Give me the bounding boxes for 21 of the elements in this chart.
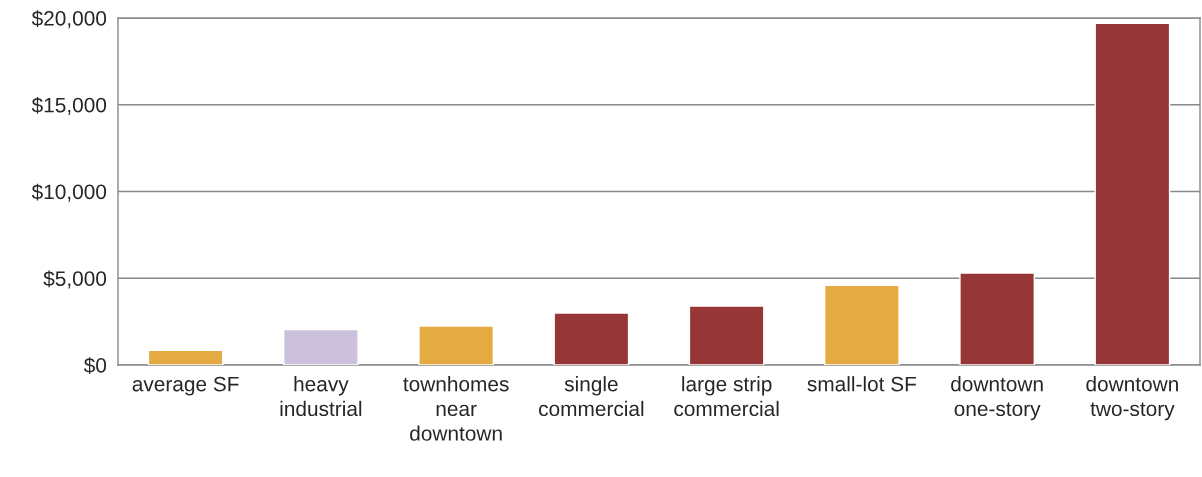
bar bbox=[1094, 22, 1171, 365]
x-tick-label: large strip commercial bbox=[674, 376, 779, 417]
bar bbox=[823, 284, 900, 365]
x-tick-label: single commercial bbox=[539, 376, 644, 417]
bar bbox=[282, 328, 359, 365]
y-tick-label: $15,000 bbox=[31, 96, 107, 115]
x-tick-label: townhomes near downtown bbox=[403, 376, 509, 441]
x-tick-label: small-lot SF bbox=[807, 376, 917, 392]
bar bbox=[959, 272, 1036, 365]
y-tick-label: $0 bbox=[83, 357, 107, 374]
x-tick-label: heavy industrial bbox=[280, 376, 362, 417]
bar bbox=[553, 312, 630, 365]
bar bbox=[688, 305, 765, 365]
bar bbox=[418, 325, 495, 365]
x-tick-label: downtown two-story bbox=[1086, 376, 1178, 421]
y-tick-label: $20,000 bbox=[31, 10, 107, 29]
y-tick-label: $10,000 bbox=[31, 183, 107, 202]
y-tick-label: $5,000 bbox=[43, 270, 107, 289]
x-tick-label: average SF bbox=[132, 376, 239, 396]
x-tick-label: downtown one-story bbox=[951, 376, 1043, 421]
bar bbox=[147, 349, 224, 365]
